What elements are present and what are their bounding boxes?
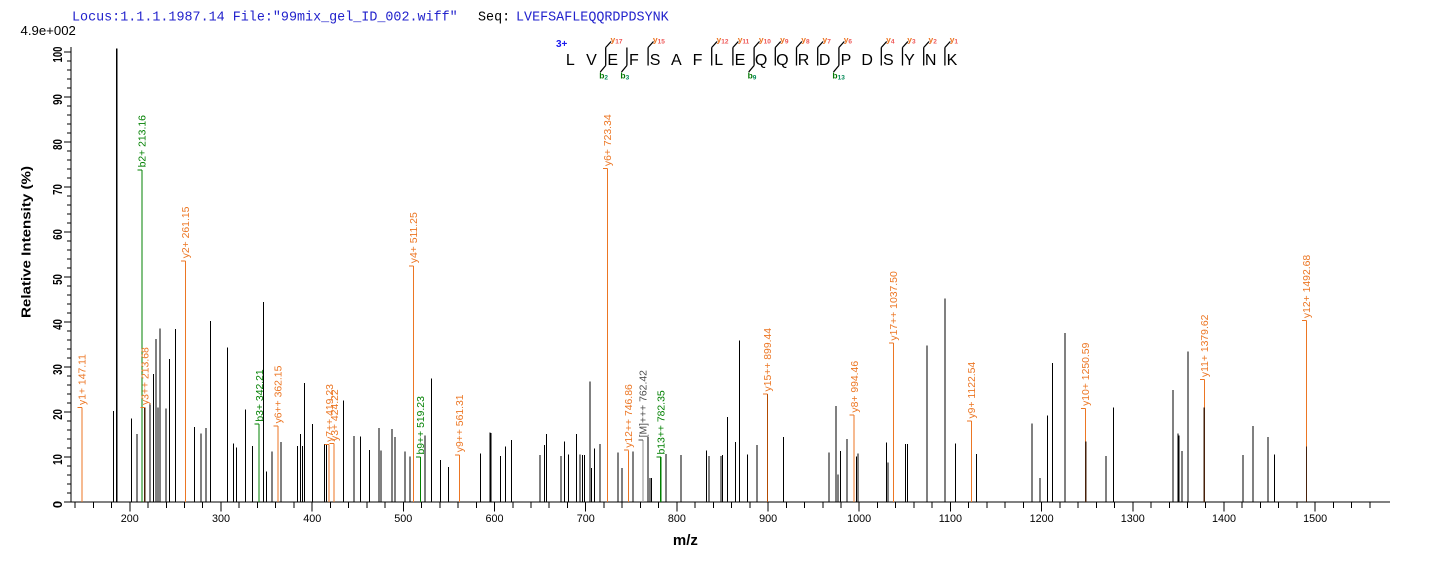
svg-text:b3+ 342.21: b3+ 342.21 xyxy=(255,369,266,422)
svg-text:80: 80 xyxy=(50,139,65,150)
svg-text:F: F xyxy=(629,52,639,69)
svg-text:y15++ 899.44: y15++ 899.44 xyxy=(763,328,774,392)
svg-text:70: 70 xyxy=(50,184,65,195)
svg-text:F: F xyxy=(693,52,703,69)
svg-text:1000: 1000 xyxy=(847,513,871,525)
svg-text:y10+ 1250.59: y10+ 1250.59 xyxy=(1081,342,1092,405)
svg-text:y6+ 723.34: y6+ 723.34 xyxy=(603,114,614,166)
svg-text:b9++ 519.23: b9++ 519.23 xyxy=(416,396,427,455)
svg-text:y1: y1 xyxy=(950,35,959,46)
svg-text:[M]+++ 762.42: [M]+++ 762.42 xyxy=(639,370,650,438)
svg-text:30: 30 xyxy=(50,364,65,375)
svg-text:y12++ 746.86: y12++ 746.86 xyxy=(624,384,635,448)
svg-text:K: K xyxy=(947,52,958,69)
svg-text:20: 20 xyxy=(50,409,65,420)
svg-text:y9+ 1122.54: y9+ 1122.54 xyxy=(967,362,978,419)
svg-text:A: A xyxy=(671,52,682,69)
svg-text:200: 200 xyxy=(121,513,139,525)
svg-text:b9: b9 xyxy=(748,71,757,82)
svg-text:y9++ 561.31: y9++ 561.31 xyxy=(455,394,466,452)
svg-text:400: 400 xyxy=(303,513,321,525)
svg-text:900: 900 xyxy=(759,513,777,525)
svg-text:y2+ 261.15: y2+ 261.15 xyxy=(181,206,192,258)
svg-text:y6: y6 xyxy=(844,35,853,46)
svg-text:S: S xyxy=(883,52,894,69)
svg-text:y10: y10 xyxy=(759,35,771,46)
svg-text:b2+ 213.16: b2+ 213.16 xyxy=(137,115,148,168)
svg-text:Relative Intensity (%): Relative Intensity (%) xyxy=(20,166,34,318)
svg-text:1300: 1300 xyxy=(1121,513,1145,525)
svg-text:1200: 1200 xyxy=(1030,513,1054,525)
svg-text:y1+ 147.11: y1+ 147.11 xyxy=(78,354,89,405)
svg-text:1500: 1500 xyxy=(1303,513,1327,525)
svg-text:L: L xyxy=(714,52,723,69)
svg-text:y15: y15 xyxy=(653,35,665,46)
svg-text:P: P xyxy=(841,52,852,69)
svg-text:300: 300 xyxy=(212,513,230,525)
svg-text:4.9e+002: 4.9e+002 xyxy=(21,23,76,38)
svg-text:y9: y9 xyxy=(780,35,789,46)
svg-text:800: 800 xyxy=(668,513,686,525)
svg-text:y8+ 994.46: y8+ 994.46 xyxy=(850,361,861,413)
svg-text:Seq:: Seq: xyxy=(478,11,510,26)
svg-text:y11: y11 xyxy=(738,35,750,46)
svg-text:y11+ 1379.62: y11+ 1379.62 xyxy=(1200,314,1211,377)
svg-text:y7: y7 xyxy=(823,35,832,46)
svg-text:y7++ 419.23: y7++ 419.23 xyxy=(325,384,336,442)
svg-text:y4: y4 xyxy=(886,35,895,46)
svg-text:y6++ 362.15: y6++ 362.15 xyxy=(273,365,284,423)
svg-text:Y: Y xyxy=(904,52,915,69)
svg-text:m/z: m/z xyxy=(673,532,698,549)
svg-text:y12+ 1492.68: y12+ 1492.68 xyxy=(1302,255,1313,318)
svg-text:90: 90 xyxy=(50,94,65,105)
svg-text:700: 700 xyxy=(577,513,595,525)
svg-text:40: 40 xyxy=(50,319,65,330)
svg-text:D: D xyxy=(861,52,873,69)
svg-text:60: 60 xyxy=(50,229,65,240)
svg-text:R: R xyxy=(798,52,810,69)
svg-text:S: S xyxy=(650,52,661,69)
svg-text:50: 50 xyxy=(50,274,65,285)
svg-text:D: D xyxy=(819,52,831,69)
svg-text:y17++ 1037.50: y17++ 1037.50 xyxy=(889,271,900,341)
svg-text:V: V xyxy=(586,52,597,69)
svg-text:b13++ 782.35: b13++ 782.35 xyxy=(656,390,667,454)
svg-text:y3: y3 xyxy=(907,35,916,46)
svg-text:b2: b2 xyxy=(599,71,608,82)
svg-text:E: E xyxy=(735,52,746,69)
svg-text:y8: y8 xyxy=(801,35,810,46)
svg-text:b3: b3 xyxy=(620,71,629,82)
svg-text:500: 500 xyxy=(394,513,412,525)
svg-text:100: 100 xyxy=(50,47,65,63)
svg-text:y3+ 424.22: y3+ 424.22 xyxy=(330,389,341,441)
svg-text:1100: 1100 xyxy=(939,513,962,525)
svg-text:600: 600 xyxy=(485,513,503,525)
svg-text:Q: Q xyxy=(776,52,788,69)
svg-text:10: 10 xyxy=(50,454,65,465)
svg-text:Locus:1.1.1.1987.14 File:"99mi: Locus:1.1.1.1987.14 File:"99mix_gel_ID_0… xyxy=(72,11,458,26)
svg-text:y17: y17 xyxy=(611,35,623,46)
svg-text:y12: y12 xyxy=(717,35,729,46)
svg-text:L: L xyxy=(566,52,575,69)
svg-text:3+: 3+ xyxy=(556,39,568,50)
svg-text:y4+ 511.25: y4+ 511.25 xyxy=(409,212,420,263)
svg-text:0: 0 xyxy=(50,501,65,508)
svg-text:y3++ 213.68: y3++ 213.68 xyxy=(140,347,151,405)
svg-text:N: N xyxy=(925,52,937,69)
svg-text:y2: y2 xyxy=(929,35,938,46)
svg-text:b13: b13 xyxy=(832,71,845,82)
svg-text:E: E xyxy=(607,52,618,69)
svg-text:LVEFSAFLEQQRDPDSYNK: LVEFSAFLEQQRDPDSYNK xyxy=(516,11,670,26)
svg-text:Q: Q xyxy=(755,52,767,69)
svg-text:1400: 1400 xyxy=(1212,513,1236,525)
